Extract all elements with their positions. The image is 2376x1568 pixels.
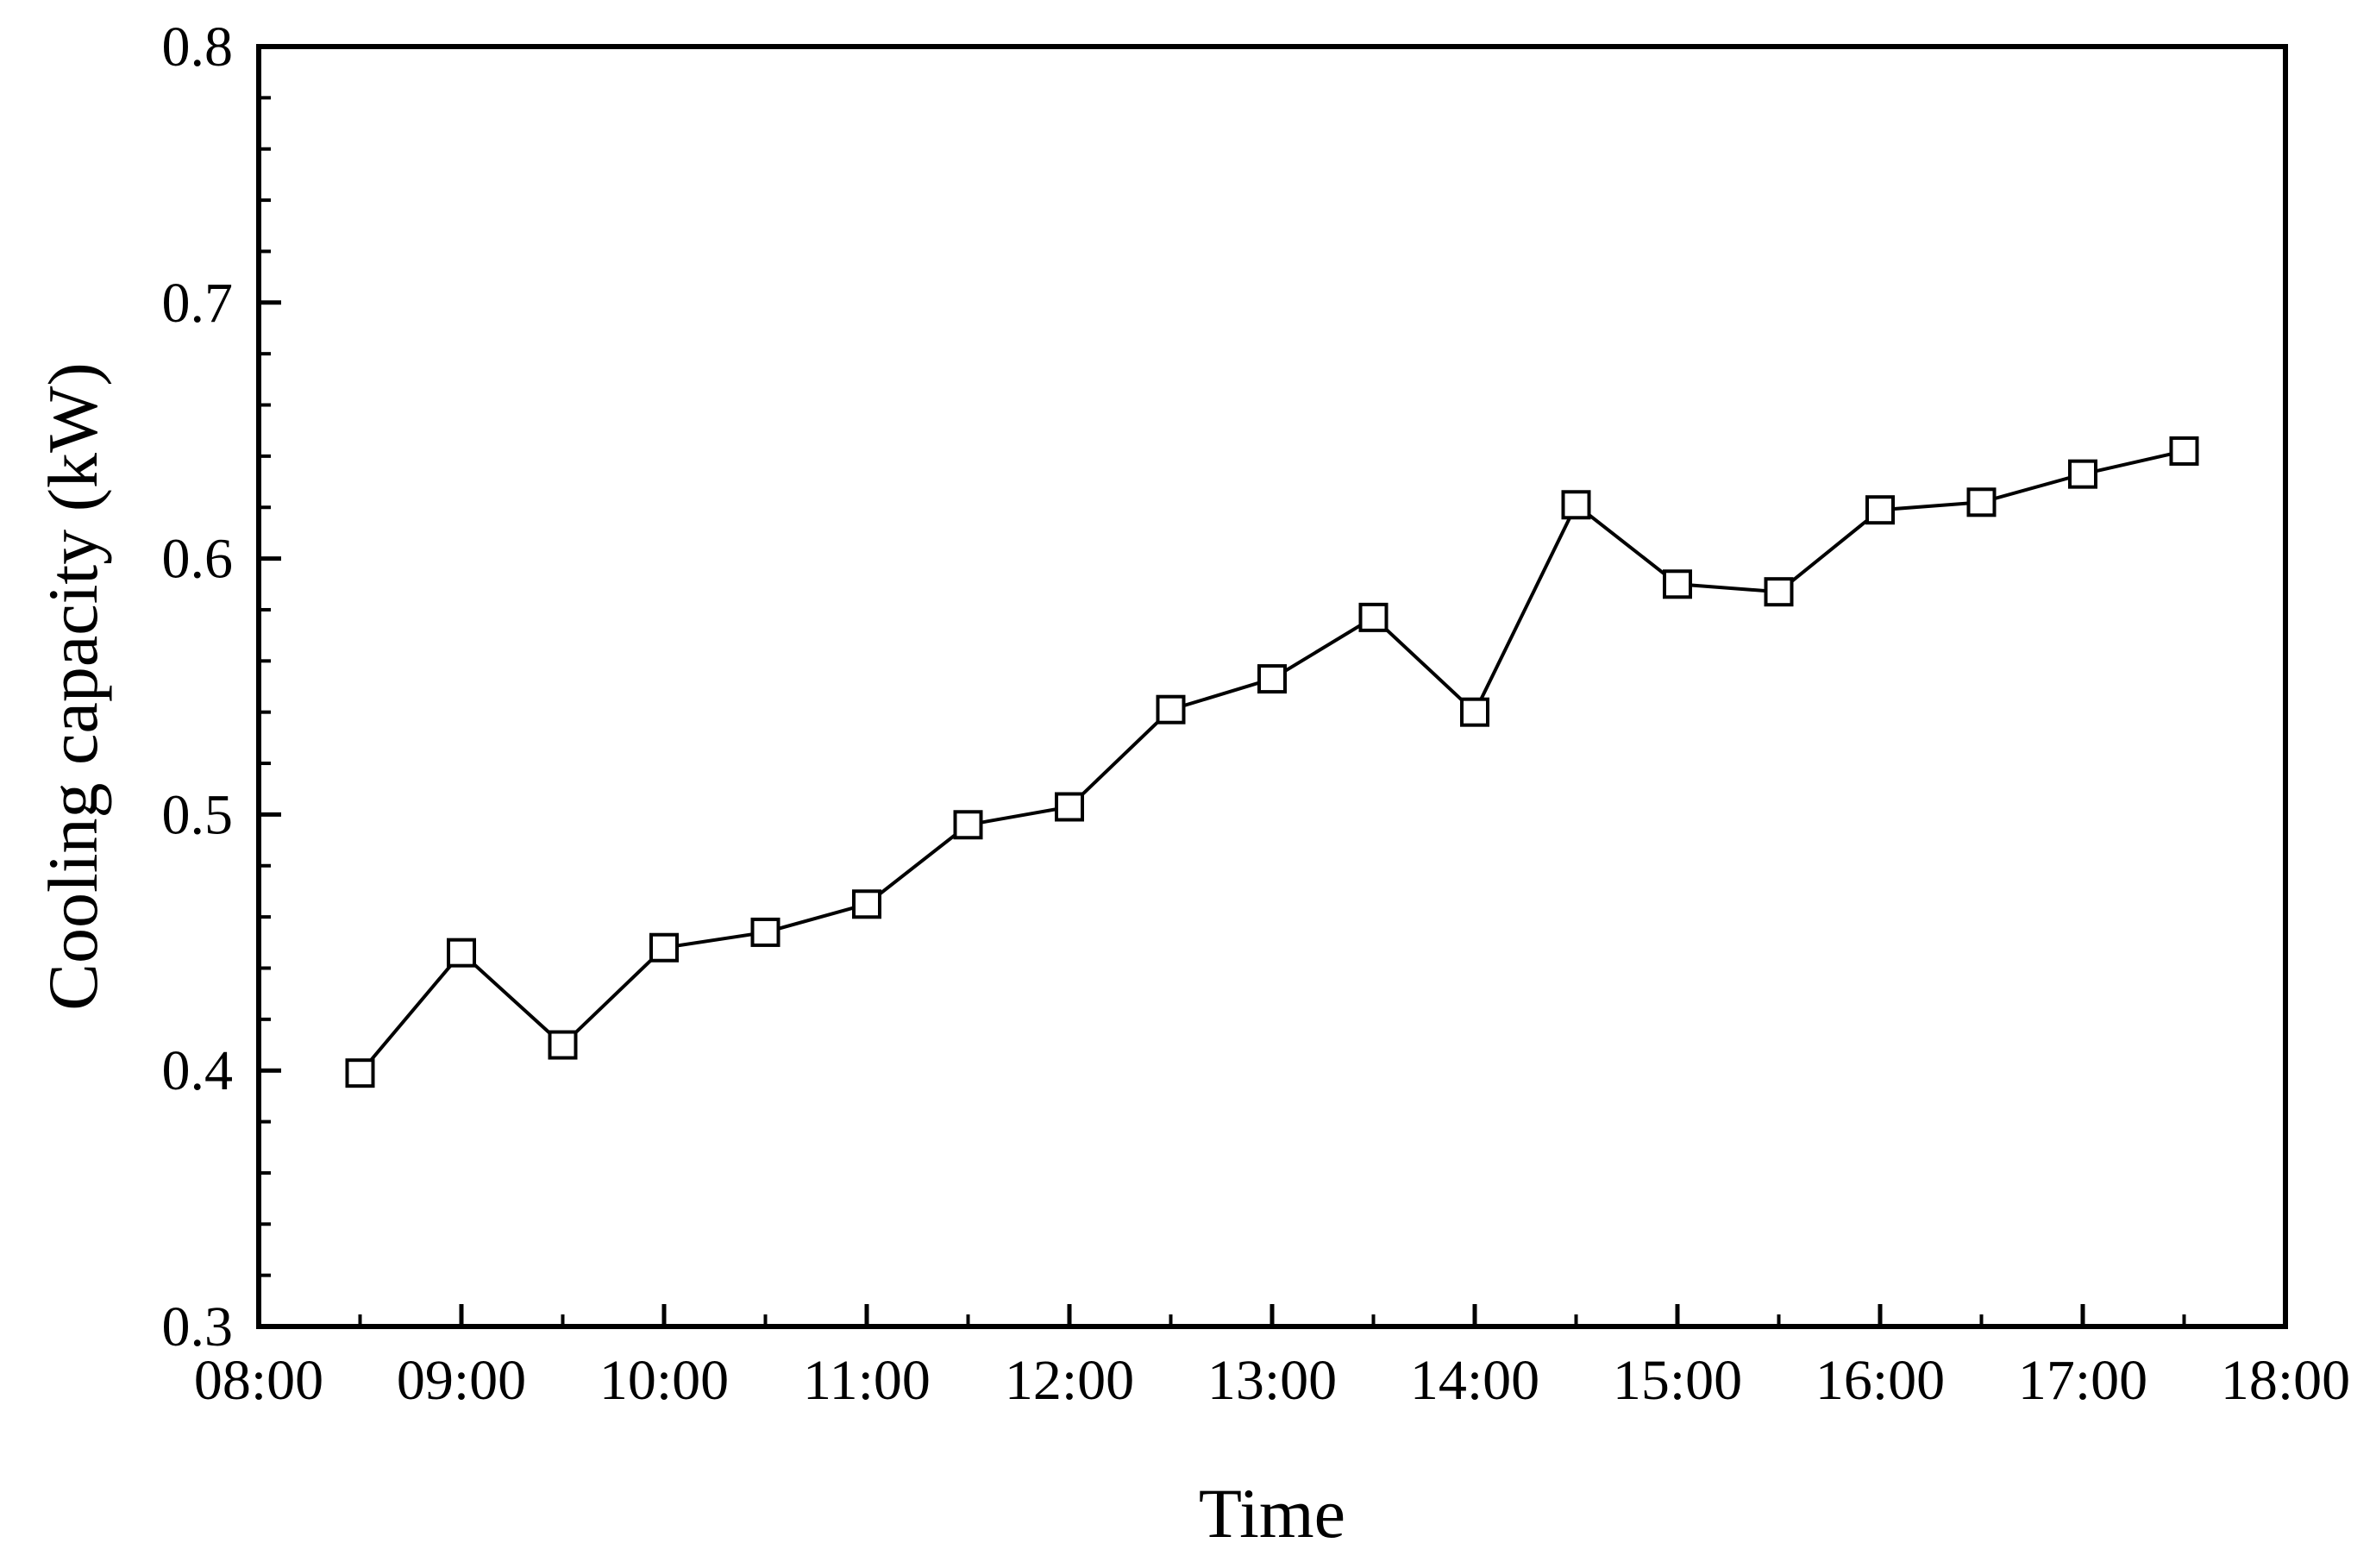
data-point-marker (750, 917, 781, 947)
x-tick-label: 15:00 (1613, 1349, 1742, 1412)
series-line (358, 448, 2185, 1075)
data-point-marker (2068, 459, 2097, 489)
data-point-marker (1865, 495, 1895, 525)
data-point-marker (1257, 664, 1287, 694)
y-tick-label: 0.5 (162, 783, 234, 846)
x-axis-title: Time (1199, 1474, 1345, 1552)
data-point-marker (852, 889, 881, 919)
data-point-marker (548, 1030, 578, 1060)
x-tick-label: 08:00 (194, 1349, 323, 1412)
x-tick-label: 12:00 (1005, 1349, 1134, 1412)
y-tick-label: 0.4 (162, 1039, 234, 1102)
data-point-marker (649, 932, 679, 963)
data-point-marker (1460, 697, 1489, 727)
x-tick-label: 10:00 (599, 1349, 729, 1412)
x-tick-label: 16:00 (1815, 1349, 1945, 1412)
x-tick-label: 17:00 (2018, 1349, 2147, 1412)
x-tick-label: 18:00 (2221, 1349, 2350, 1412)
data-point-marker (1561, 490, 1591, 520)
data-point-marker (1156, 694, 1186, 724)
data-series (345, 436, 2199, 1088)
tick-labels: 08:00 09:00 10:00 11:00 12:00 13:00 14:00 15:00… (162, 16, 2351, 1412)
data-point-marker (953, 810, 983, 840)
y-tick-label: 0.6 (162, 528, 234, 591)
y-tick-label: 0.8 (162, 16, 234, 78)
data-point-marker (1966, 487, 1997, 517)
data-point-marker (1764, 577, 1794, 607)
x-tick-label: 14:00 (1410, 1349, 1539, 1412)
data-point-marker (1358, 602, 1389, 632)
x-tick-label: 09:00 (397, 1349, 526, 1412)
data-point-marker (1055, 792, 1084, 822)
y-tick-label: 0.3 (162, 1295, 234, 1358)
x-tick-label: 13:00 (1207, 1349, 1337, 1412)
plot-frame (256, 44, 2288, 1329)
data-point-marker (1663, 569, 1692, 599)
x-tick-label: 11:00 (803, 1349, 931, 1412)
y-tick-label: 0.7 (162, 272, 234, 335)
data-point-marker (345, 1058, 375, 1088)
data-point-marker (447, 938, 476, 968)
data-point-marker (2169, 436, 2199, 466)
y-axis-title: Cooling capacity (kW) (34, 362, 112, 1010)
